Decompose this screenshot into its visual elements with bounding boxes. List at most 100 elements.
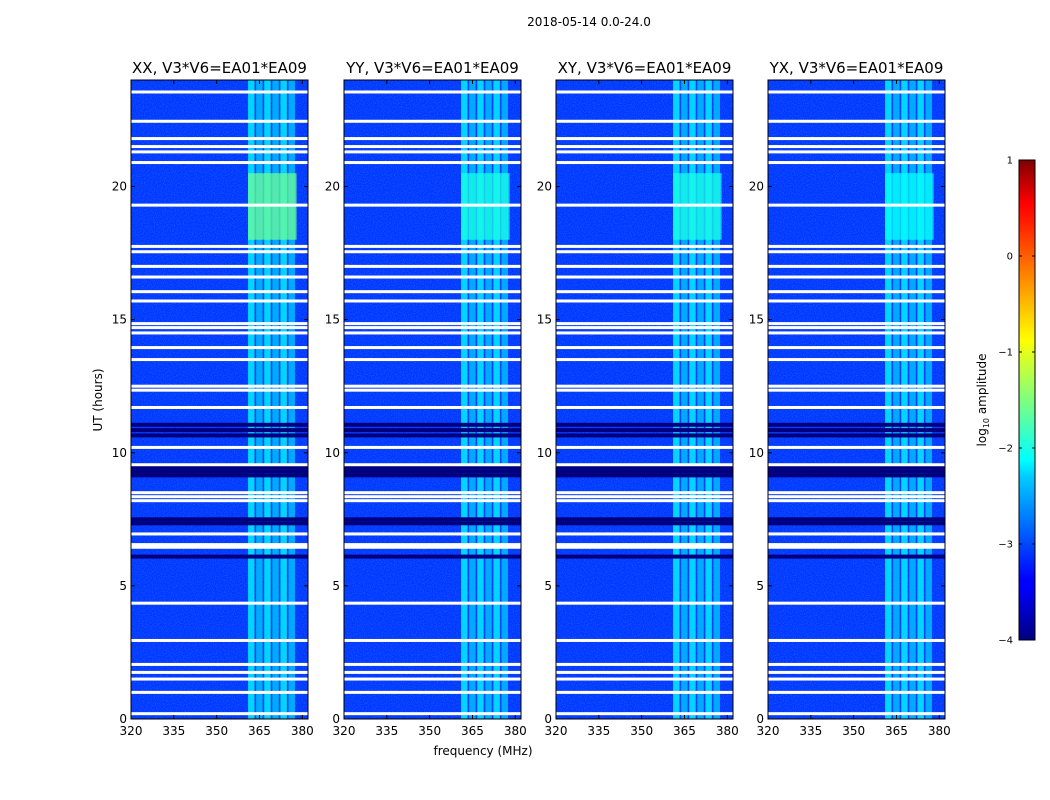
y-tick-label: 10	[537, 446, 552, 460]
plot-frame	[130, 79, 309, 720]
flagged-row	[556, 119, 733, 123]
band-stripe	[925, 80, 932, 719]
flagged-row	[344, 275, 521, 279]
y-tick-label: 5	[119, 579, 127, 593]
flagged-row	[131, 203, 308, 207]
flagged-row	[344, 499, 521, 503]
x-tick-label: 380	[291, 724, 314, 738]
y-tick-label: 20	[325, 180, 340, 194]
flagged-row	[768, 690, 945, 694]
flagged-row	[768, 445, 945, 449]
flagged-row	[131, 638, 308, 642]
flagged-row	[131, 388, 308, 392]
dark-row	[131, 521, 308, 526]
band-stripe	[705, 80, 712, 719]
flagged-row	[344, 601, 521, 605]
panel-title: XY, V3*V6=EA01*EA09	[558, 59, 732, 77]
flagged-row	[768, 244, 945, 248]
flagged-row	[768, 405, 945, 409]
panel-1: XX, V3*V6=EA01*EA09 320 335 350 365 380 0 5 10 15…	[112, 59, 314, 738]
flagged-row	[768, 90, 945, 94]
dark-row	[131, 517, 308, 522]
dark-row	[556, 465, 733, 470]
flagged-row	[131, 405, 308, 409]
dark-row	[556, 433, 733, 438]
x-tick-label: 365	[248, 724, 271, 738]
dark-row	[556, 422, 733, 427]
x-tick-label: 320	[120, 724, 143, 738]
flagged-row	[768, 275, 945, 279]
flagged-row	[131, 161, 308, 165]
flagged-row	[768, 290, 945, 294]
dark-row	[768, 428, 945, 433]
flagged-row	[131, 326, 308, 330]
x-tick-label: 365	[673, 724, 696, 738]
flagged-row	[344, 161, 521, 165]
band-stripe	[917, 80, 924, 719]
flagged-row	[344, 137, 521, 141]
flagged-row	[131, 90, 308, 94]
flagged-row	[344, 712, 521, 716]
panel-3: XY, V3*V6=EA01*EA09 320 335 350 365 380 0 5 10 15…	[537, 59, 739, 738]
flagged-row	[768, 670, 945, 674]
dark-row	[768, 473, 945, 478]
flagged-row	[768, 358, 945, 362]
flagged-row	[556, 322, 733, 326]
flagged-row	[344, 331, 521, 335]
flagged-row	[556, 388, 733, 392]
plot-frame	[555, 79, 734, 720]
flagged-row	[131, 543, 308, 547]
x-tick-label: 380	[928, 724, 951, 738]
flagged-row	[556, 150, 733, 154]
flagged-row	[556, 244, 733, 248]
flagged-row	[344, 690, 521, 694]
band-stripe	[493, 80, 500, 719]
dark-row	[131, 465, 308, 470]
flagged-row	[556, 326, 733, 330]
flagged-row	[768, 150, 945, 154]
x-tick-label: 380	[716, 724, 739, 738]
x-tick-label: 365	[885, 724, 908, 738]
flagged-row	[556, 601, 733, 605]
dark-row	[556, 554, 733, 559]
band-stripe	[901, 80, 908, 719]
dark-row	[768, 433, 945, 438]
y-tick-label: 10	[749, 446, 764, 460]
colorbar-label: log10 amplitude	[975, 354, 991, 447]
flagged-row	[131, 299, 308, 303]
flagged-row	[131, 150, 308, 154]
band-stripe	[713, 80, 720, 719]
dark-row	[131, 428, 308, 433]
flagged-row	[556, 346, 733, 350]
dark-row	[131, 422, 308, 427]
dark-row	[344, 428, 521, 433]
x-axis-label: frequency (MHz)	[433, 744, 532, 758]
flagged-row	[768, 299, 945, 303]
figure-title: 2018-05-14 0.0-24.0	[527, 15, 651, 29]
x-tick-label: 350	[630, 724, 653, 738]
flagged-row	[344, 670, 521, 674]
flagged-row	[556, 290, 733, 294]
band-stripe	[272, 80, 279, 719]
plot-frame	[767, 79, 946, 720]
flagged-row	[768, 145, 945, 149]
y-tick-label: 15	[325, 313, 340, 327]
flagged-row	[131, 445, 308, 449]
flagged-row	[768, 545, 945, 549]
dark-row	[131, 473, 308, 478]
flagged-row	[768, 119, 945, 123]
y-tick-label: 10	[325, 446, 340, 460]
flagged-row	[344, 495, 521, 499]
panel-4: YX, V3*V6=EA01*EA09 320 335 350 365 380 0 5 10 15…	[749, 59, 951, 738]
colorbar-gradient	[1018, 159, 1036, 641]
y-tick-label: 10	[112, 446, 127, 460]
flagged-row	[768, 346, 945, 350]
flagged-row	[344, 244, 521, 248]
flagged-row	[344, 358, 521, 362]
flagged-row	[768, 331, 945, 335]
flagged-row	[344, 662, 521, 666]
x-tick-label: 320	[757, 724, 780, 738]
x-tick-label: 335	[587, 724, 610, 738]
flagged-row	[344, 322, 521, 326]
x-tick-label: 335	[375, 724, 398, 738]
